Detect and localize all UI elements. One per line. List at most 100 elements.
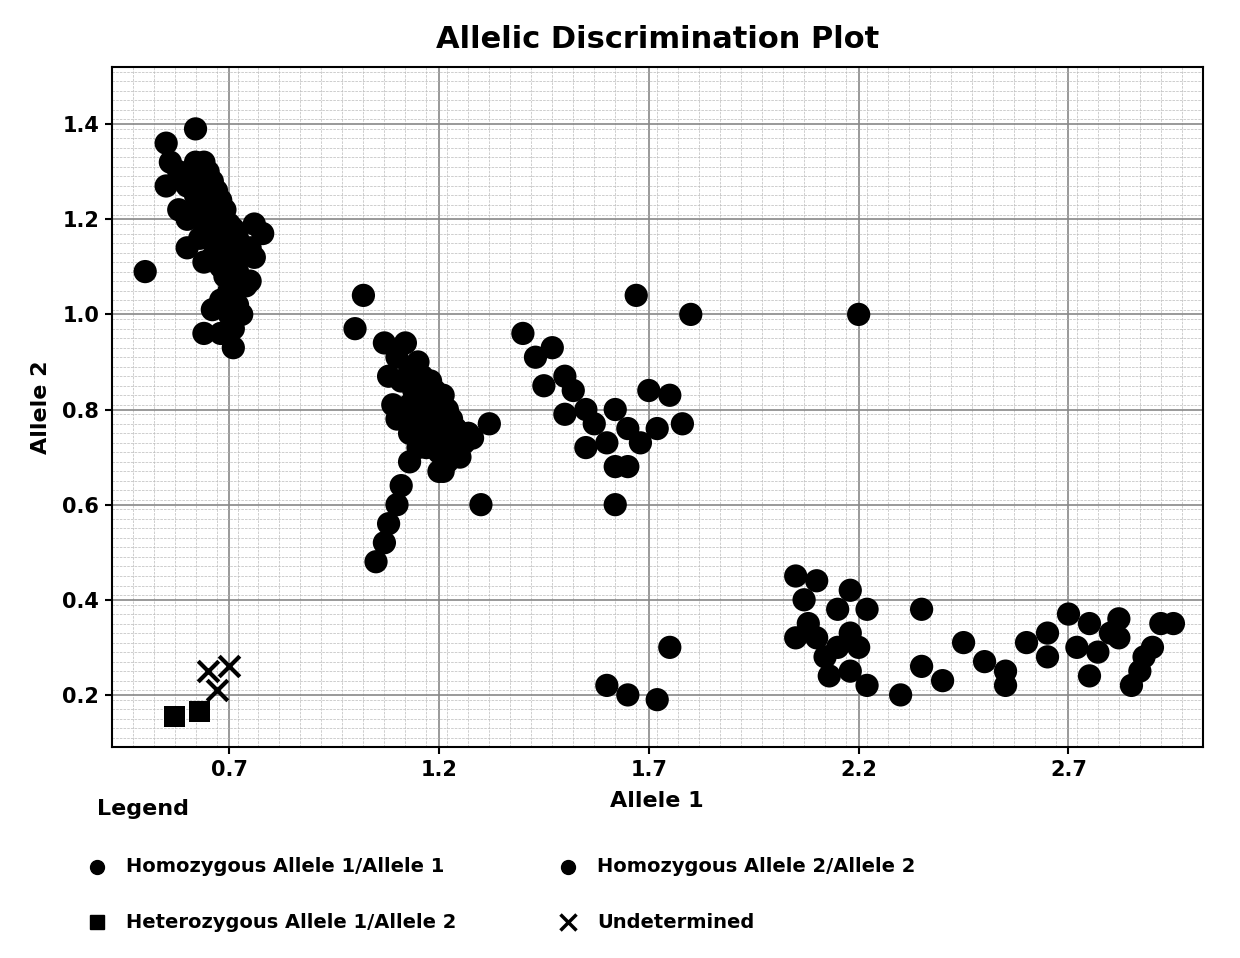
Point	[1038, 650, 1058, 665]
Point	[1121, 677, 1141, 693]
Point	[534, 378, 554, 394]
Point	[345, 321, 365, 336]
Point	[857, 677, 877, 693]
Point	[396, 335, 415, 351]
Point	[156, 135, 176, 150]
Point	[618, 459, 637, 474]
Point	[848, 307, 868, 322]
Point	[1017, 635, 1037, 650]
Point	[660, 640, 680, 655]
Point	[396, 401, 415, 417]
Point	[471, 497, 491, 513]
Text: Undetermined: Undetermined	[598, 913, 755, 932]
Point	[223, 321, 243, 336]
Point	[441, 440, 461, 455]
Point	[841, 626, 861, 641]
Point	[841, 664, 861, 679]
Point	[408, 411, 428, 426]
Point	[513, 326, 533, 341]
Point	[417, 388, 436, 403]
Point	[215, 268, 234, 284]
Point	[399, 364, 419, 379]
Point	[211, 226, 231, 241]
Point	[215, 236, 234, 251]
Point	[223, 255, 243, 270]
Point	[542, 340, 562, 355]
Point	[236, 245, 255, 261]
Point	[605, 497, 625, 513]
Point	[605, 459, 625, 474]
Point	[236, 278, 255, 293]
Point	[1109, 630, 1128, 646]
Point	[211, 292, 231, 308]
Point	[412, 398, 432, 413]
Point	[408, 354, 428, 370]
Point	[526, 350, 546, 365]
Point	[219, 659, 239, 674]
Point	[392, 478, 412, 493]
Point	[425, 411, 445, 426]
Point	[387, 497, 407, 513]
Point	[454, 435, 474, 450]
Point	[215, 202, 234, 217]
Point	[156, 178, 176, 194]
Point	[450, 449, 470, 465]
Point	[996, 677, 1016, 693]
Point	[848, 640, 868, 655]
Point	[232, 307, 252, 322]
Point	[186, 154, 206, 170]
Point	[207, 682, 227, 697]
Point	[193, 217, 213, 232]
Point	[198, 197, 218, 213]
Point	[647, 692, 667, 707]
Point	[857, 602, 877, 617]
Point	[374, 335, 394, 351]
Point	[841, 582, 861, 598]
Point	[383, 398, 403, 413]
Point	[399, 425, 419, 441]
Text: Homozygous Allele 2/Allele 2: Homozygous Allele 2/Allele 2	[598, 857, 916, 877]
Point	[890, 687, 910, 702]
X-axis label: Allele 1: Allele 1	[610, 791, 704, 810]
Point	[378, 516, 398, 532]
Point	[219, 283, 239, 298]
Point	[433, 440, 453, 455]
Point	[1059, 606, 1079, 622]
Point	[186, 122, 206, 137]
Point	[232, 240, 252, 256]
Point	[177, 240, 197, 256]
Point	[911, 602, 931, 617]
Point	[463, 430, 482, 445]
Point	[438, 454, 458, 469]
Point	[626, 287, 646, 303]
Point	[446, 421, 466, 436]
Point	[219, 217, 239, 232]
Point	[211, 260, 231, 275]
Point	[794, 592, 813, 607]
Point	[186, 188, 206, 203]
Point	[1066, 640, 1086, 655]
Point	[193, 326, 213, 341]
Point	[198, 231, 218, 246]
Point	[417, 440, 436, 455]
Point	[433, 388, 453, 403]
Point	[399, 398, 419, 413]
Point	[207, 221, 227, 237]
Point	[450, 425, 470, 441]
Point	[556, 406, 575, 422]
Point	[584, 416, 604, 431]
Point	[433, 464, 453, 479]
Point	[374, 536, 394, 551]
Point	[190, 164, 210, 179]
Text: Homozygous Allele 1/Allele 1: Homozygous Allele 1/Allele 1	[126, 857, 445, 877]
Point	[425, 383, 445, 399]
Point	[417, 416, 436, 431]
Point	[211, 193, 231, 208]
Point	[207, 183, 227, 198]
Point	[618, 687, 637, 702]
Point	[211, 326, 231, 341]
Point	[575, 401, 595, 417]
Point	[786, 568, 806, 583]
Point	[223, 340, 243, 355]
Point	[404, 383, 424, 399]
